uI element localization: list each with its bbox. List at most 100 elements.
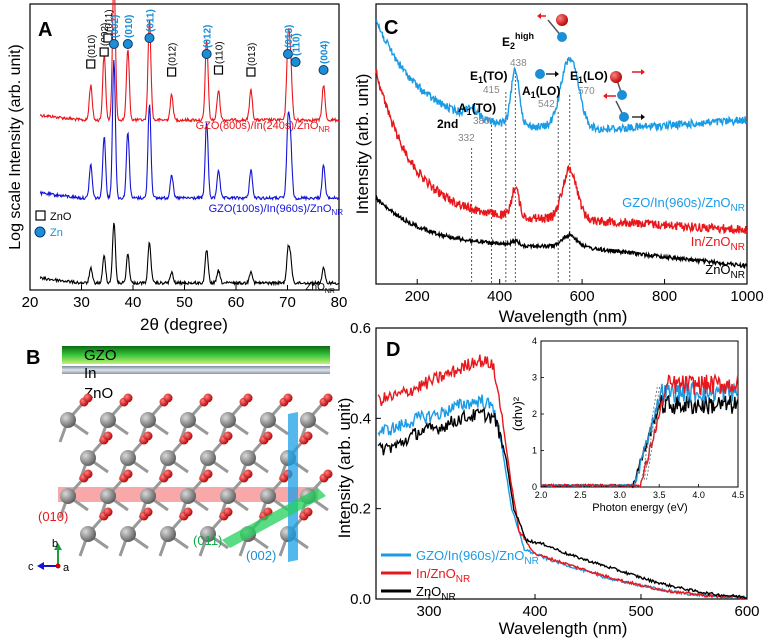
panel-a-x-label: 2θ (degree) — [140, 315, 228, 334]
zinc-atom — [160, 450, 176, 466]
mode-e1lo-value: 570 — [578, 86, 595, 97]
d-x-tick-label-1: 400 — [522, 603, 547, 620]
zn-peak-marker-6 — [318, 65, 329, 75]
c-x-tick-label-1: 400 — [487, 288, 512, 305]
in-label: In — [84, 365, 97, 382]
zn-peak-label-5: (110) — [292, 33, 303, 56]
panel-a-x-ticks: 20 30 40 50 60 70 80 — [22, 285, 347, 311]
axis-c-arrowhead — [37, 562, 44, 570]
zinc-atom — [100, 412, 116, 428]
panel-d: D 0.0 0.2 0.4 0.6 300 400 500 600 Wavelength (… — [335, 320, 760, 638]
mode-e2high-label: E2high — [502, 31, 534, 51]
plane-002-label: (002) — [246, 548, 276, 563]
oxygen-atom — [203, 393, 213, 403]
d-y-tick-label-2: 0.4 — [350, 410, 371, 427]
gzo-layer — [62, 346, 330, 364]
zinc-atom — [300, 412, 316, 428]
a-x-tick-label-2: 40 — [125, 294, 142, 311]
zinc-atom — [220, 412, 236, 428]
plane-011 — [222, 488, 326, 548]
mode-e1to-label: E1(TO) — [470, 69, 507, 85]
zno-peak-label-5: (013) — [247, 43, 258, 66]
inset-tangent-2 — [646, 384, 663, 480]
panel-d-label: D — [386, 339, 400, 361]
zno-peak-label-0: (010) — [87, 35, 98, 58]
mode-a1to-value: 380 — [473, 116, 490, 127]
zinc-atom — [260, 488, 276, 504]
d-curve-2 — [377, 408, 748, 599]
zno-peak-marker-4 — [213, 65, 224, 75]
mode-2nd-value: 332 — [458, 133, 475, 144]
c-series-label-1: GZO/In(960s)/ZnONR — [622, 195, 745, 214]
zinc-atom — [60, 412, 76, 428]
inset-y-label: (αhν)² — [510, 396, 525, 431]
zno-peak-marker-2 — [103, 33, 113, 43]
zn-peak-marker-5 — [290, 57, 301, 67]
c-curve-1 — [375, 69, 748, 236]
panel-d-y-ticks: 0.0 0.2 0.4 0.6 — [350, 320, 381, 608]
panel-d-x-ticks: 300 400 500 600 — [416, 594, 760, 620]
oxygen-atom — [303, 431, 313, 441]
zn-peak-label-4: (013) — [284, 25, 295, 48]
oxygen-atom — [283, 393, 293, 403]
c-x-tick-label-4: 1000 — [730, 288, 763, 305]
zinc-atom — [140, 488, 156, 504]
oxygen-atom — [223, 507, 233, 517]
zinc-atom — [120, 526, 136, 542]
zinc-atom — [260, 412, 276, 428]
panel-c-frame — [375, 3, 748, 285]
zinc-atom — [200, 450, 216, 466]
oxygen-atom — [183, 431, 193, 441]
oxygen-atom — [303, 507, 313, 517]
panel-c-x-label: Wavelength (nm) — [499, 307, 628, 326]
panel-a-curves — [39, 0, 340, 287]
panel-c-x-ticks: 200 400 600 800 1000 — [405, 279, 764, 305]
d-legend-label-2: In/ZnONR — [416, 566, 470, 585]
zno-peak-marker-3 — [167, 67, 177, 77]
vibration-mode-icons — [535, 13, 645, 122]
a-x-tick-label-1: 30 — [73, 294, 90, 311]
mode-e2high-value: 438 — [510, 58, 527, 69]
axis-origin — [55, 563, 61, 569]
oxygen-atom — [143, 431, 153, 441]
zinc-atom — [120, 450, 136, 466]
d-legend-label-1: GZO/In(960s)/ZnONR — [416, 548, 539, 567]
panel-d-curves — [377, 354, 748, 600]
panel-d-inset: 2.0 2.5 3.0 3.5 4.0 4.5 0 1 2 3 4 Photon energy (e… — [510, 336, 744, 514]
panel-c-y-label: Intensity (arb. unit) — [353, 74, 372, 215]
zno-peak-marker-1 — [99, 47, 109, 57]
c-x-tick-label-3: 800 — [652, 288, 677, 305]
c-curve-2 — [375, 194, 748, 270]
a-x-tick-label-0: 20 — [22, 294, 39, 311]
oxygen-atom — [163, 469, 173, 479]
zn-peak-marker-4 — [283, 49, 294, 59]
oxygen-atom — [123, 469, 133, 479]
d-legend-label-3: ZnONR — [416, 584, 456, 603]
gzo-label: GZO — [84, 347, 117, 364]
c-x-tick-label-2: 600 — [570, 288, 595, 305]
legend-zno-marker — [35, 210, 46, 221]
inset-curve-1 — [541, 373, 739, 489]
d-x-tick-label-0: 300 — [416, 603, 441, 620]
inset-y-tick-label-0: 0 — [532, 482, 537, 492]
zn-peak-marker-1 — [122, 39, 133, 49]
panel-c: C 200 400 600 800 1000 Wavelength (nm) Inten… — [353, 3, 764, 326]
zinc-atom — [180, 412, 196, 428]
inset-y-tick-label-3: 3 — [532, 373, 537, 383]
oxygen-atom — [143, 507, 153, 517]
plane-002 — [288, 412, 298, 562]
inset-ticks: 2.0 2.5 3.0 3.5 4.0 4.5 0 1 2 3 4 — [532, 336, 744, 500]
oxygen-atom — [123, 393, 133, 403]
oxygen-atom — [203, 469, 213, 479]
zinc-atom — [100, 488, 116, 504]
inset-y-tick-label-4: 4 — [532, 336, 537, 346]
axis-b-arrowhead — [54, 543, 62, 550]
a-series-label-3: ZnONR — [305, 282, 335, 295]
zno-peak-label-4: (110) — [214, 41, 225, 64]
mode-a1lo-label: A1(LO) — [522, 84, 560, 100]
a-curve-2 — [39, 222, 339, 287]
oxygen-atom — [183, 507, 193, 517]
mode-e1to-value: 415 — [483, 85, 500, 96]
inset-x-label: Photon energy (eV) — [592, 502, 687, 514]
axis-b-label: b — [52, 538, 58, 550]
